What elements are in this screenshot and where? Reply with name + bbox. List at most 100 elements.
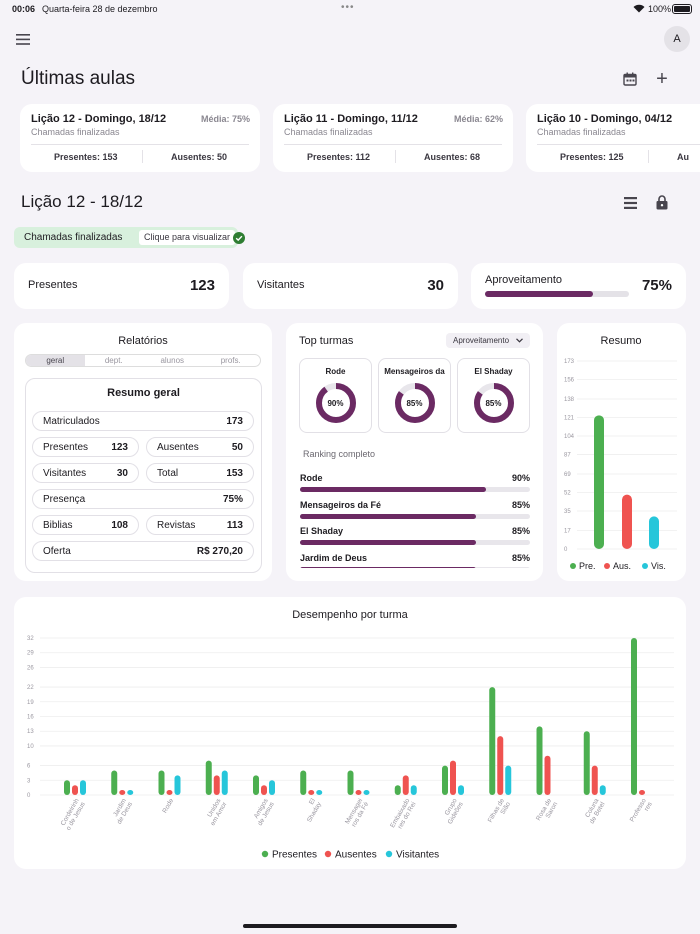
bar-ausentes — [639, 790, 645, 795]
lesson-card-title: Lição 11 - Domingo, 11/12 — [284, 113, 418, 125]
lesson-title: Lição 12 - 18/12 — [21, 192, 143, 211]
tab-dept[interactable]: dept. — [104, 356, 123, 365]
x-tick-label: Cordeirinho de Jesus — [59, 797, 87, 832]
bar-visitantes — [458, 785, 464, 795]
ranking-title: Ranking completo — [303, 449, 376, 459]
legend-dot — [261, 850, 269, 858]
legend-dot — [570, 563, 576, 569]
bar-presentes — [442, 765, 448, 795]
relatorios-tabs[interactable]: geral dept. alunos profs. — [25, 354, 261, 367]
ranking-row[interactable]: El Shaday 85% — [300, 526, 530, 545]
y-tick-label: 52 — [564, 490, 571, 496]
bar-presentes — [111, 770, 118, 795]
value: 30 — [116, 467, 128, 479]
divider — [395, 150, 396, 163]
label: Biblias — [43, 519, 73, 531]
label: Ausentes — [157, 441, 199, 453]
legend-dot — [604, 563, 610, 569]
y-tick-label: 17 — [564, 529, 571, 535]
legend-label: Vis. — [651, 561, 666, 571]
x-tick-line: El — [308, 797, 317, 806]
top-turma-card[interactable]: El Shaday 85% — [457, 358, 530, 433]
view-calls-button[interactable]: Clique para visualizar — [139, 230, 236, 245]
lock-icon[interactable] — [652, 193, 672, 211]
status-chip[interactable]: Chamadas finalizadas Clique para visuali… — [14, 227, 245, 248]
label: Total — [157, 467, 179, 479]
top-turma-pct: 85% — [406, 399, 423, 408]
y-tick-label: 156 — [564, 377, 575, 383]
top-turmas-title: Top turmas — [299, 335, 354, 347]
add-icon[interactable]: + — [656, 67, 668, 90]
resumo-card: Resumo 0 17 35 52 69 87 104 121 138 156 173 Pre. Aus.… — [557, 323, 686, 581]
label: Matriculados — [43, 415, 100, 427]
list-icon[interactable] — [620, 194, 640, 212]
y-tick-label: 0 — [27, 793, 31, 799]
status-chip-label: Chamadas finalizadas — [24, 232, 123, 243]
lesson-card-ausentes: Ausentes: 68 — [424, 152, 481, 162]
top-turma-donut — [316, 383, 356, 423]
tab-alunos[interactable]: alunos — [160, 356, 185, 365]
bar-visitantes — [127, 790, 134, 795]
bar-Pre. — [594, 415, 604, 549]
value: 173 — [226, 415, 243, 427]
top-turma-pct: 90% — [327, 399, 344, 408]
top-turma-card[interactable]: Mensageiros da 85% — [378, 358, 451, 433]
ranking-row[interactable]: Rode 90% — [300, 473, 530, 492]
stat-label: Presentes — [28, 279, 78, 291]
lesson-card-status: Chamadas finalizadas — [537, 127, 626, 137]
aproveitamento-progress — [485, 291, 629, 297]
row-revistas: Revistas 113 — [146, 515, 254, 535]
bar-visitantes — [363, 790, 370, 795]
tab-geral[interactable]: geral — [26, 355, 85, 366]
menu-icon[interactable] — [14, 30, 32, 48]
row-presentes: Presentes 123 — [32, 437, 139, 457]
bar-presentes — [64, 780, 70, 795]
top-turma-card[interactable]: Rode 90% — [299, 358, 372, 433]
donut-arc — [316, 383, 356, 423]
bar-visitantes — [316, 790, 323, 795]
avatar[interactable]: A — [664, 26, 690, 52]
ranking-row-clipped[interactable]: Jardim de Deus 85% — [300, 553, 530, 568]
calendar-icon[interactable] — [620, 70, 640, 88]
ranking-pct: 85% — [511, 526, 530, 536]
ranking-row[interactable]: Mensageiros da Fé 85% — [300, 500, 530, 519]
x-tick-label: Unidosem Amor — [203, 797, 229, 827]
relatorios-title: Relatórios — [118, 335, 168, 347]
bar-ausentes — [213, 775, 220, 795]
bar-visitantes — [80, 780, 86, 795]
multitask-icon[interactable]: ••• — [341, 2, 355, 13]
bar-ausentes — [355, 790, 362, 795]
ranking-pct: 90% — [511, 473, 530, 483]
battery-percent: 100% — [648, 4, 672, 14]
value: 123 — [111, 441, 128, 453]
lesson-card-11[interactable]: Lição 11 - Domingo, 11/12 Média: 62% Cha… — [273, 104, 513, 172]
stat-card-visitantes: Visitantes 30 — [243, 263, 458, 309]
metric-dropdown[interactable]: Aproveitamento — [446, 333, 530, 348]
label: Presença — [43, 493, 86, 505]
x-tick-line: Rode — [161, 797, 175, 814]
y-tick-label: 19 — [27, 700, 34, 706]
bar-presentes — [205, 760, 212, 795]
y-tick-label: 32 — [27, 636, 34, 642]
row-matriculados: Matriculados 173 — [32, 411, 254, 431]
lesson-card-ausentes: Ausentes: 50 — [171, 152, 228, 162]
stat-card-presentes: Presentes 123 — [14, 263, 229, 309]
lesson-card-ausentes: Au — [677, 152, 689, 162]
bar-presentes — [394, 785, 401, 795]
lesson-card-12[interactable]: Lição 12 - Domingo, 18/12 Média: 75% Cha… — [20, 104, 260, 172]
x-tick-label: Filhas deSião — [487, 797, 513, 827]
bar-ausentes — [450, 760, 456, 795]
stat-label: Aproveitamento — [485, 274, 563, 286]
home-indicator[interactable] — [243, 924, 457, 928]
lesson-card-10[interactable]: Lição 10 - Domingo, 04/12 Chamadas final… — [526, 104, 700, 172]
bar-presentes — [253, 775, 259, 795]
top-turma-name: Mensageiros da — [384, 367, 445, 376]
top-turma-donut — [395, 383, 435, 423]
row-biblias: Biblias 108 — [32, 515, 139, 535]
lesson-card-media: Média: 75% — [201, 114, 251, 124]
check-circle-icon — [233, 232, 245, 244]
bar-ausentes — [402, 775, 409, 795]
tab-profs[interactable]: profs. — [220, 356, 241, 365]
y-tick-label: 6 — [27, 764, 31, 770]
x-tick-label: ElShaday — [300, 797, 324, 824]
